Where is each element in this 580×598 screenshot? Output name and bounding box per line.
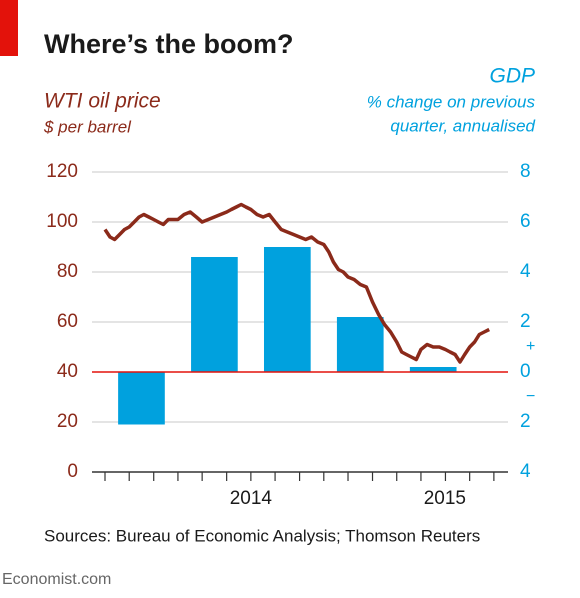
x-tick-label: 2015 (424, 488, 466, 509)
y2-axis-subtitle: quarter, annualised (390, 116, 535, 135)
y-tick-label: 0 (67, 461, 78, 482)
y2-axis-title: GDP (489, 65, 535, 88)
y2-tick-label: 4 (520, 461, 531, 482)
y-axis-subtitle: $ per barrel (43, 117, 132, 136)
y2-sign-label: + (526, 338, 535, 355)
y2-tick-label: 8 (520, 161, 531, 182)
y-tick-label: 20 (57, 411, 78, 432)
y2-tick-label: 4 (520, 261, 531, 282)
y2-tick-label: 2 (520, 411, 531, 432)
red-tag (0, 0, 18, 56)
y-tick-label: 80 (57, 261, 78, 282)
bar (191, 257, 238, 372)
y-tick-label: 120 (46, 161, 78, 182)
y-tick-label: 100 (46, 211, 78, 232)
bar (118, 372, 165, 425)
y2-tick-label: 2 (520, 311, 531, 332)
y2-tick-label: 6 (520, 211, 531, 232)
footer: Economist.com (2, 571, 111, 588)
y2-axis-subtitle: % change on previous (367, 92, 536, 111)
y-tick-label: 60 (57, 311, 78, 332)
x-tick-label: 2014 (230, 488, 273, 509)
bar (409, 367, 457, 372)
y-axis-title: WTI oil price (44, 90, 161, 113)
bar (336, 317, 384, 372)
source: Sources: Bureau of Economic Analysis; Th… (44, 526, 480, 545)
bar (263, 247, 311, 372)
line (103, 202, 490, 364)
chart-title: Where’s the boom? (44, 29, 294, 59)
y-tick-label: 40 (57, 361, 78, 382)
y2-sign-label: − (526, 388, 535, 405)
y2-tick-label: 0 (520, 361, 531, 382)
